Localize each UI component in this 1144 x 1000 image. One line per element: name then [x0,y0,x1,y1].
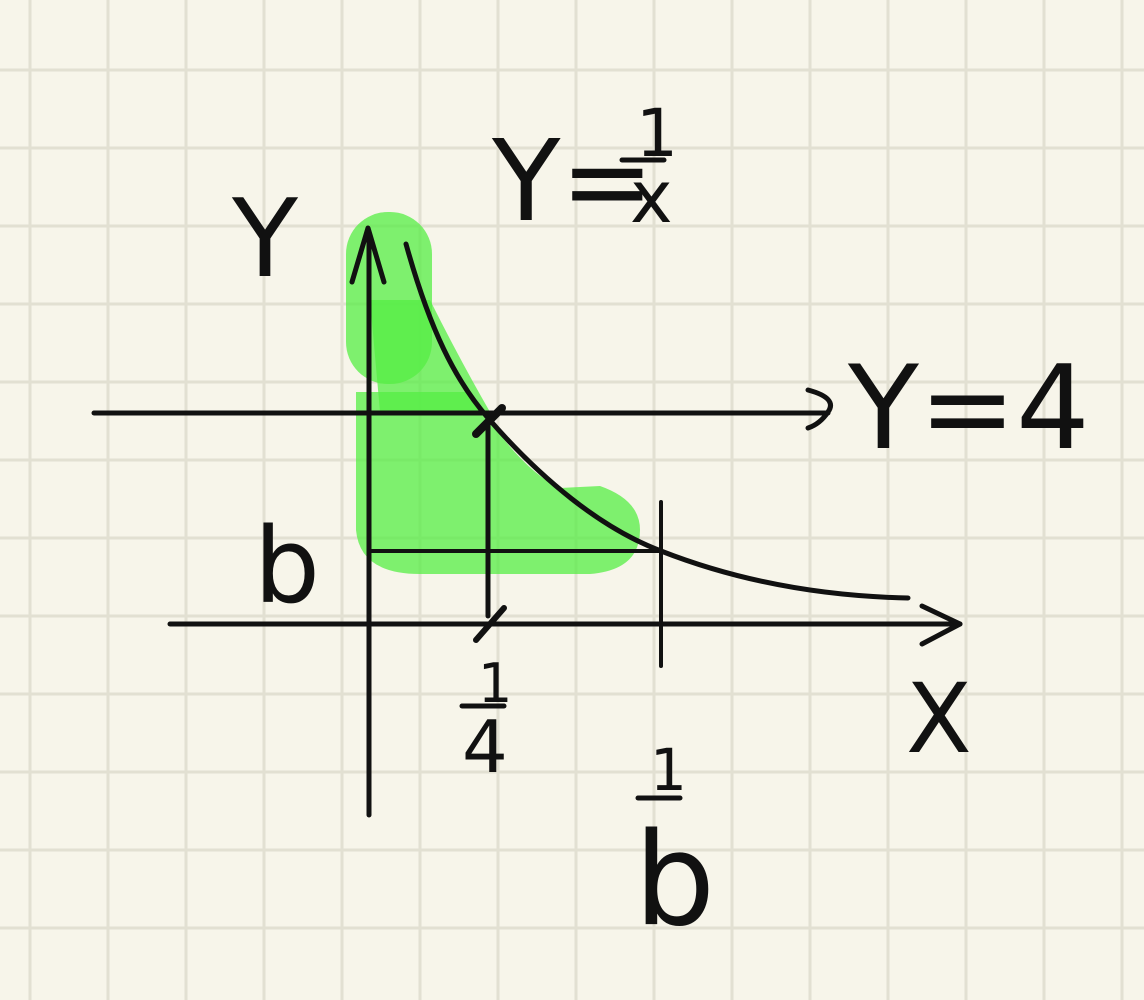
curve-equation-denominator: x [630,155,673,239]
b-value-label: b [254,505,320,627]
x-axis-label: X [906,663,972,775]
line-y-4 [91,387,833,431]
y-axis-label: Y [231,177,299,302]
tick-inv-b-numerator: 1 [650,736,687,804]
line-y-4-arrow-icon [805,387,833,431]
highlight-lower-blob [356,392,640,574]
x-axis-arrow-icon [919,603,963,647]
intersection-mark [472,404,506,438]
tick-inv-b-denominator: b [634,806,715,955]
line-y-4-label: Y=4 [847,341,1090,476]
curve-equation-lhs: Y= [491,117,654,247]
x-tick-quarter-mark [473,605,507,643]
axes [167,225,963,818]
y-axis-arrow-icon [349,225,387,285]
hyperbola-curve [403,241,911,601]
tick-quarter-denominator: 4 [462,705,508,789]
